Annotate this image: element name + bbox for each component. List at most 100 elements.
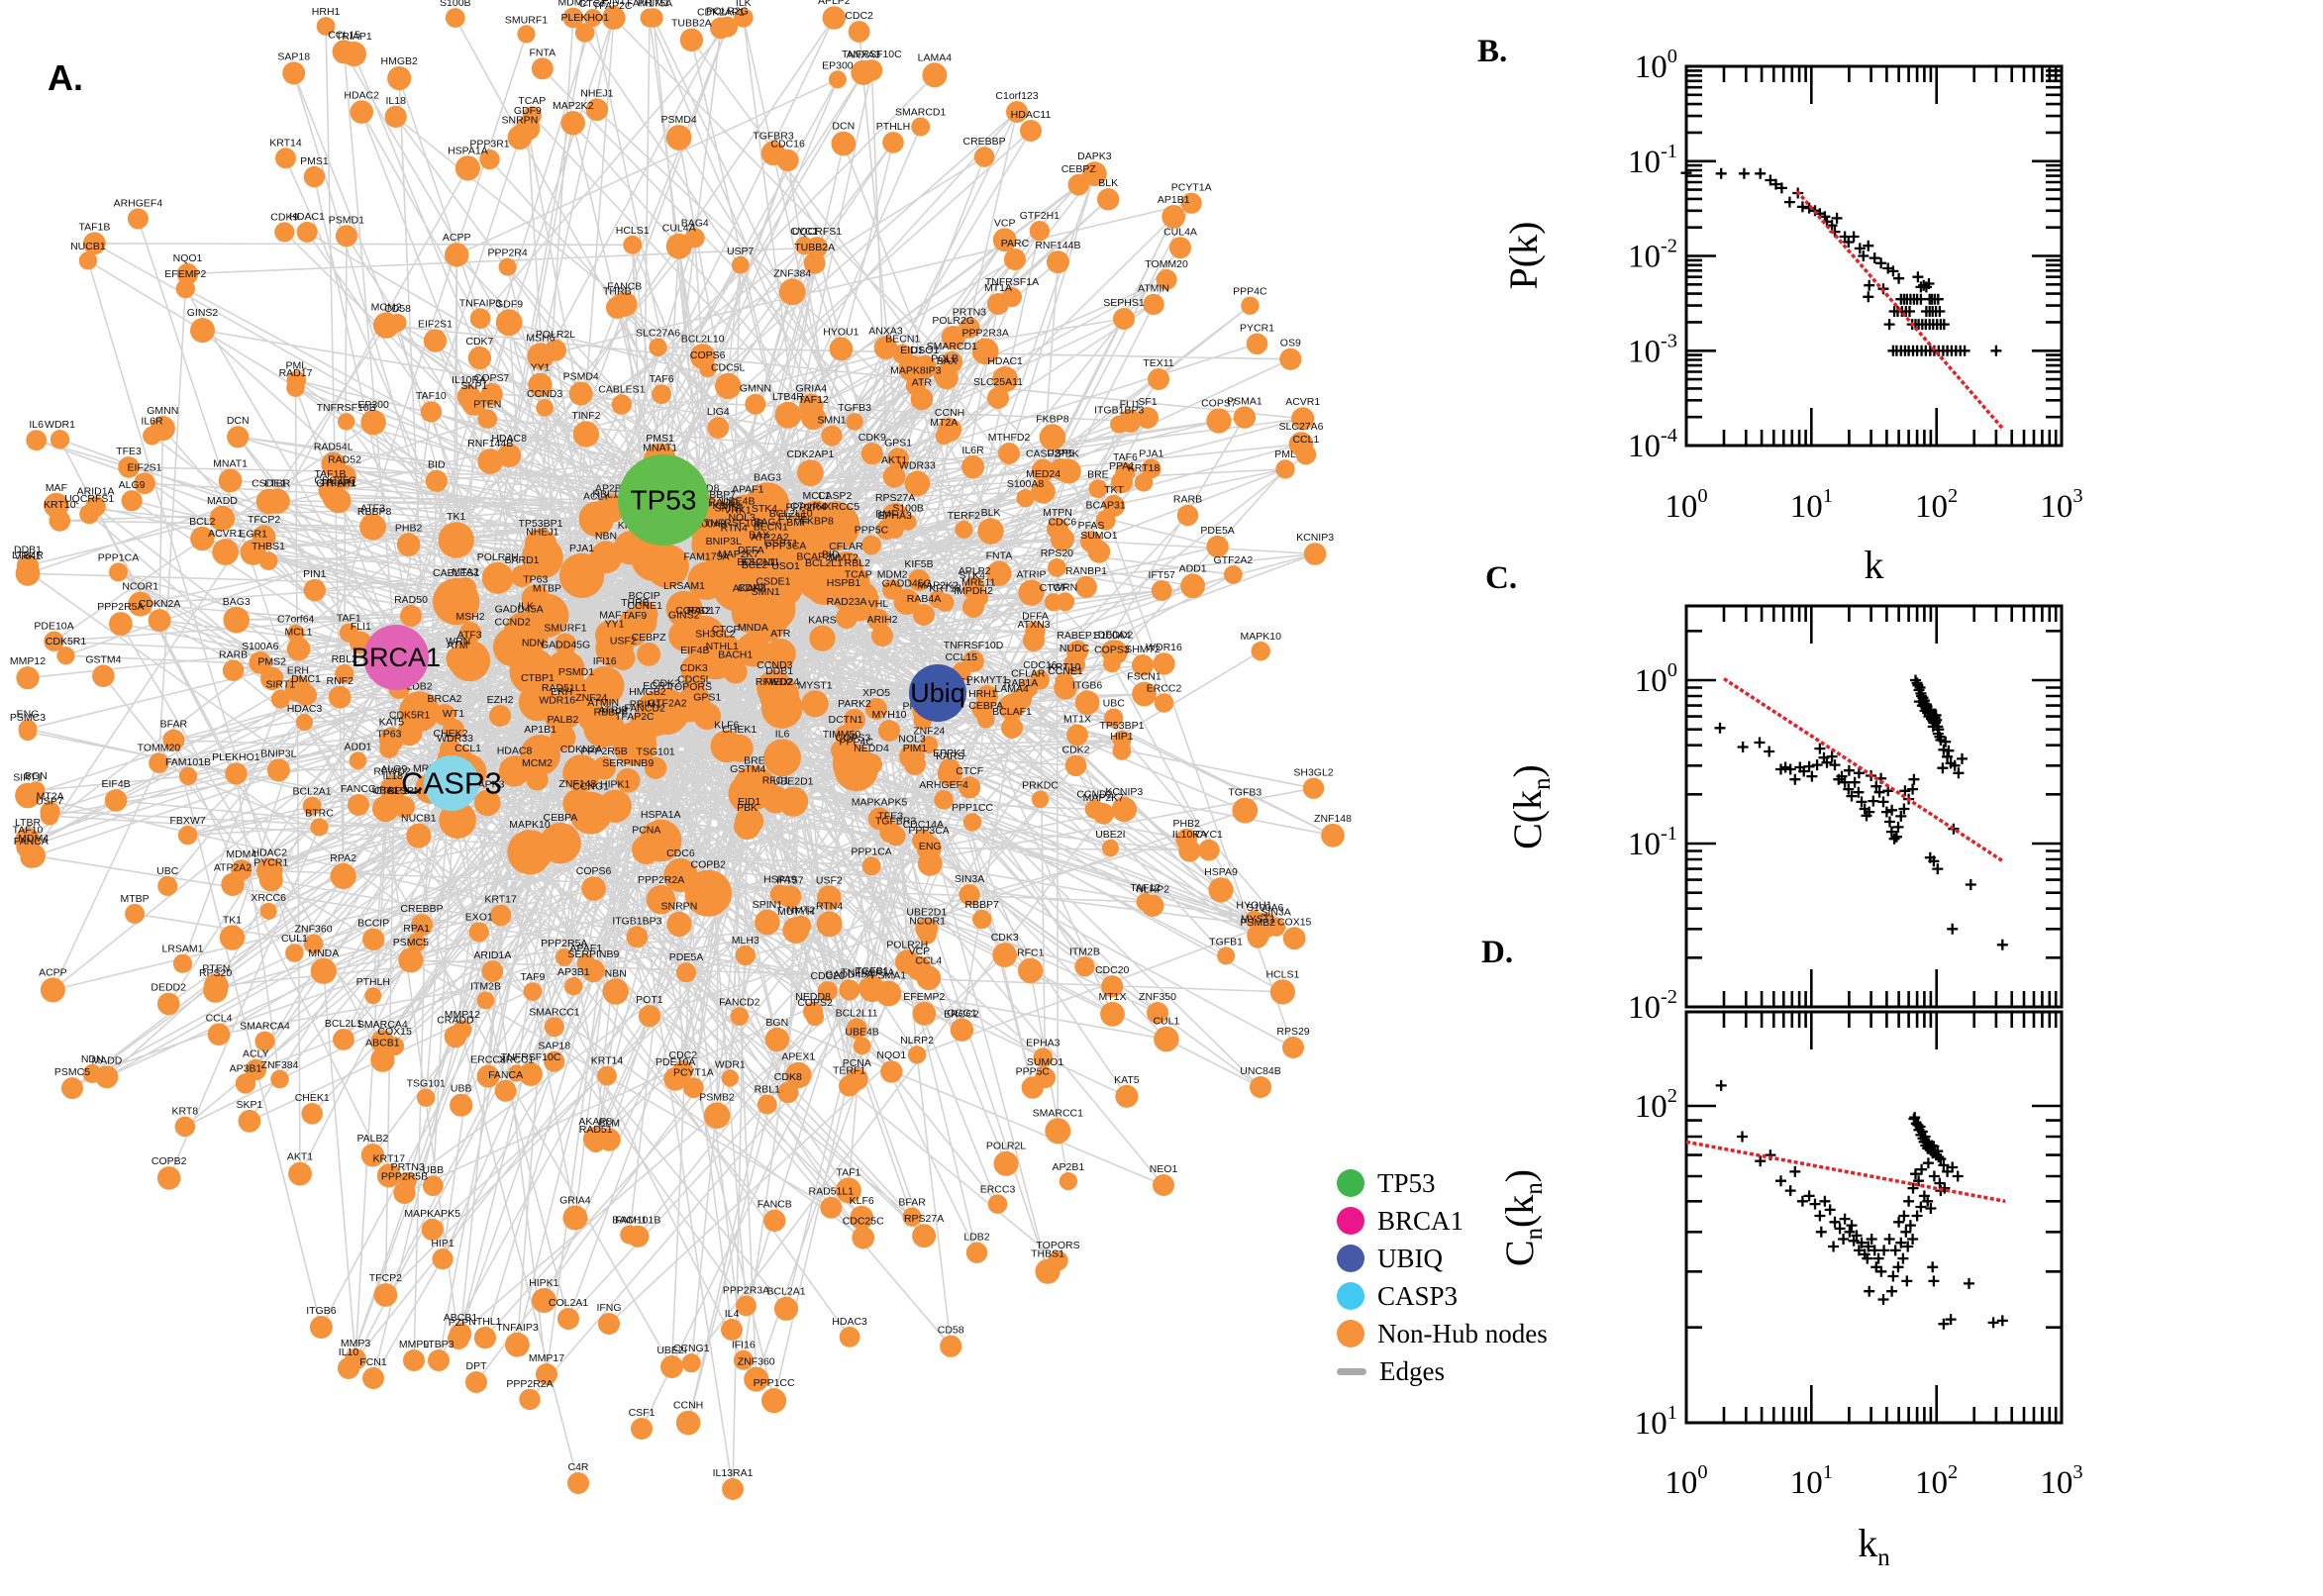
network-node-label: HSPA1A: [448, 145, 488, 156]
network-node-label: CCL15: [945, 651, 977, 663]
network-node: [177, 825, 198, 846]
network-node: [562, 7, 584, 29]
network-node-label: MDM4: [18, 833, 49, 845]
network-node-label: ARHGEF4: [114, 197, 163, 209]
svg-text:10-1: 10-1: [1628, 823, 1677, 862]
network-node: [715, 372, 742, 400]
network-node: [190, 526, 215, 551]
network-node: [1029, 221, 1051, 242]
network-node: [362, 928, 385, 950]
network-node-label: SMARCC1: [529, 1006, 580, 1018]
network-node: [644, 756, 667, 779]
network-node-label: KRT10: [44, 499, 76, 511]
network-node: [270, 1069, 289, 1089]
network-node-label: RTN4: [816, 900, 843, 912]
network-node: [735, 945, 756, 966]
network-node: [817, 885, 842, 910]
network-node-label: MADD: [207, 495, 238, 507]
network-node-label: MT2A: [37, 791, 64, 803]
network-node: [1112, 730, 1132, 749]
network-node: [637, 643, 660, 666]
network-node-label: DCN: [227, 415, 250, 427]
network-node: [665, 125, 692, 150]
network-node-label: EXO1: [465, 911, 493, 923]
network-node: [721, 1319, 743, 1341]
network-node: [876, 519, 897, 540]
network-node: [1217, 947, 1236, 965]
network-node-label: GPS1: [693, 691, 721, 703]
network-node-label: RBBP7: [702, 489, 737, 501]
network-node-label: EP300: [822, 59, 854, 71]
network-node: [1282, 927, 1306, 950]
network-node-label: RAD54L: [314, 442, 354, 453]
network-node-label: XRCC1: [499, 1053, 535, 1065]
network-node-label: IL6: [775, 729, 790, 741]
network-node-label: MNDA: [308, 948, 339, 959]
network-node: [745, 393, 766, 415]
network-node-label: DFFA: [1022, 611, 1049, 623]
network-node-label: PPP2R4: [487, 248, 527, 259]
network-node-label: BCCIP: [357, 918, 389, 930]
network-node-label: PYCR1: [253, 857, 288, 869]
network-node-label: IL10: [339, 1347, 359, 1358]
network-node: [902, 1207, 922, 1227]
network-node-label: BID: [822, 549, 840, 560]
network-node: [156, 1166, 181, 1190]
network-node-label: LTBR: [264, 478, 290, 490]
network-node: [965, 1242, 988, 1263]
network-node-label: HIPK1: [600, 779, 631, 791]
network-node: [127, 208, 149, 230]
network-node-label: ENG: [919, 841, 942, 852]
network-node: [976, 685, 998, 707]
network-node-label: HDAC8: [491, 433, 527, 445]
network-node-label: RPS29: [1276, 1026, 1309, 1038]
network-node: [26, 430, 48, 450]
network-node-label: GSPT1: [764, 538, 799, 549]
network-node: [1101, 839, 1119, 857]
network-node-label: ENG: [17, 709, 40, 721]
network-node-label: USF2: [816, 874, 843, 886]
network-node: [1064, 754, 1087, 777]
network-node-label: FANCD2: [624, 703, 665, 715]
network-node: [961, 455, 985, 479]
network-node: [1001, 717, 1023, 739]
network-node-label: PPP2R4: [785, 501, 825, 513]
network-node-label: PPP3CA: [765, 540, 806, 551]
network-node-label: CDKN2A: [560, 744, 603, 755]
network-node: [477, 449, 504, 474]
network-node: [935, 365, 959, 390]
network-node-label: MAF: [599, 610, 621, 622]
network-node-label: SUMO1: [1027, 1056, 1064, 1068]
network-node: [1018, 579, 1045, 606]
network-node-label: BRCA2: [427, 693, 461, 705]
network-node-label: PJA1: [569, 543, 594, 554]
network-node-label: IL10RA: [452, 374, 486, 386]
network-node-label: CASP2: [818, 490, 853, 502]
network-node-label: ATMIN: [1138, 283, 1169, 295]
svg-text:102: 102: [1635, 1085, 1677, 1125]
scatter-points: [1714, 674, 2008, 950]
network-node-label: S100A4: [1093, 630, 1131, 642]
network-node: [755, 909, 780, 936]
network-node-label: ATMIN: [587, 697, 619, 709]
network-node-label: SIN3A: [1261, 907, 1290, 919]
network-node-label: VHL: [868, 598, 889, 610]
network-node: [731, 255, 750, 274]
network-node-label: BECN1: [885, 334, 920, 346]
network-node: [286, 637, 311, 661]
network-node: [420, 401, 443, 423]
network-node-label: UBC: [1103, 698, 1126, 710]
axis-ticks: [1684, 606, 2064, 1009]
network-node: [321, 451, 347, 477]
network-node: [668, 620, 700, 651]
network-node-label: FAM101B: [165, 756, 211, 768]
network-node-label: CEBPZ: [632, 632, 667, 644]
network-node-label: USP7: [727, 246, 755, 257]
network-node-label: FAM175A: [683, 551, 729, 563]
network-node-label: MYH10: [871, 709, 906, 721]
network-node: [911, 117, 931, 137]
network-node-label: MCL1: [802, 490, 830, 502]
network-node-label: ACVR1: [208, 528, 243, 540]
network-node-label: CUL1: [1153, 1016, 1179, 1028]
